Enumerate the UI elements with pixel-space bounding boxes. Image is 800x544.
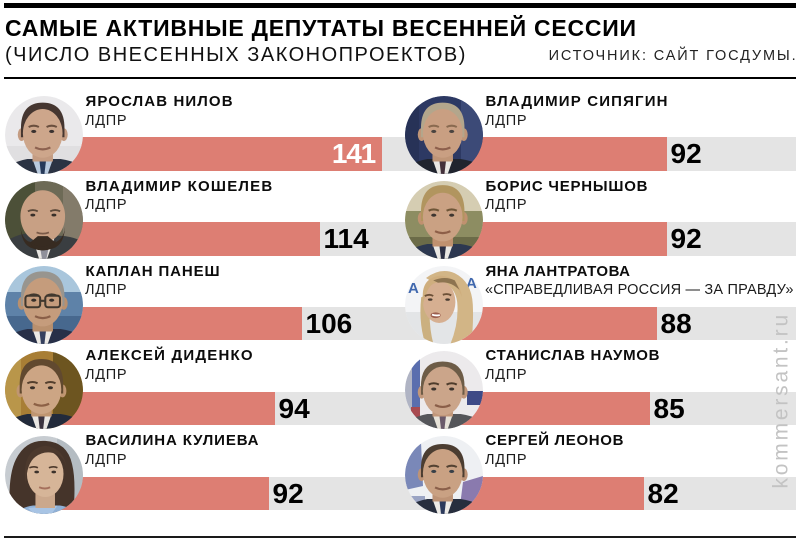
svg-text:А: А <box>408 280 419 297</box>
svg-text:А: А <box>466 275 477 292</box>
